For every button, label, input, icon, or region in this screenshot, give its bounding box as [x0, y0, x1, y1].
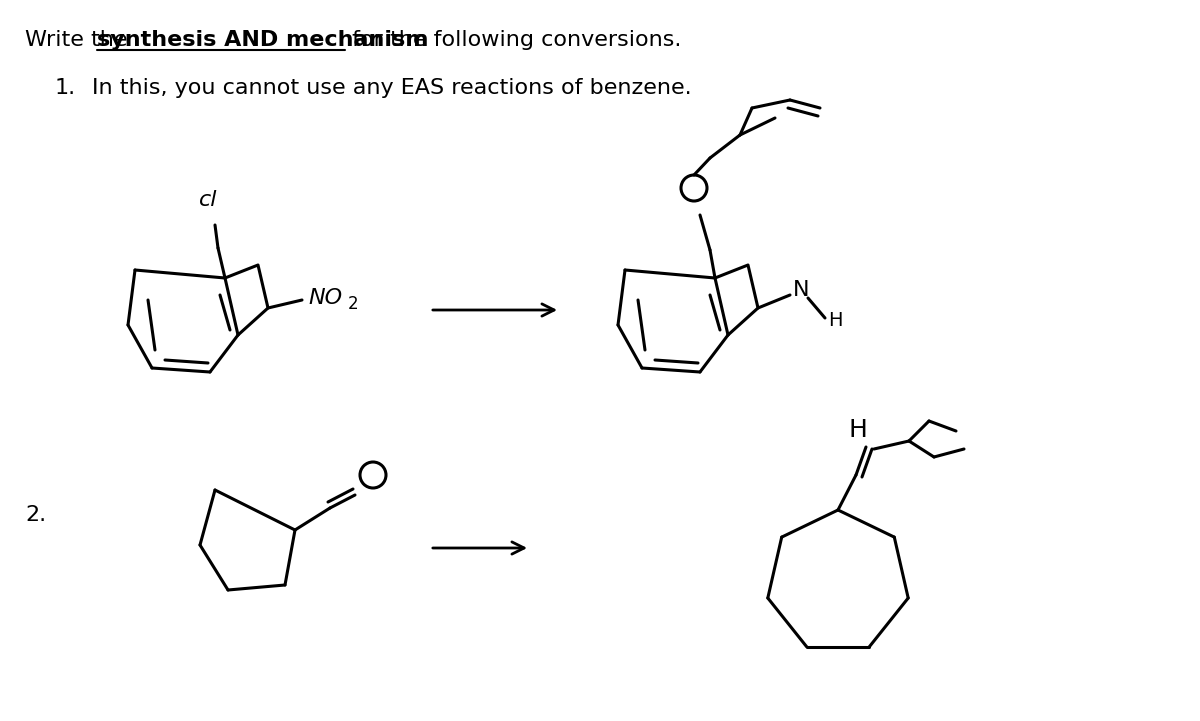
Text: In this, you cannot use any EAS reactions of benzene.: In this, you cannot use any EAS reaction…: [92, 78, 691, 98]
Text: NO: NO: [308, 288, 342, 308]
Text: 2: 2: [348, 295, 359, 313]
Text: H: H: [828, 311, 842, 329]
Text: 2.: 2.: [25, 505, 46, 525]
Text: H: H: [848, 418, 868, 442]
Text: cl: cl: [199, 190, 217, 210]
Text: for the following conversions.: for the following conversions.: [346, 30, 682, 50]
Text: synthesis AND mechanism: synthesis AND mechanism: [97, 30, 428, 50]
Text: N: N: [793, 280, 810, 300]
Text: 1.: 1.: [55, 78, 76, 98]
Text: Write the: Write the: [25, 30, 134, 50]
